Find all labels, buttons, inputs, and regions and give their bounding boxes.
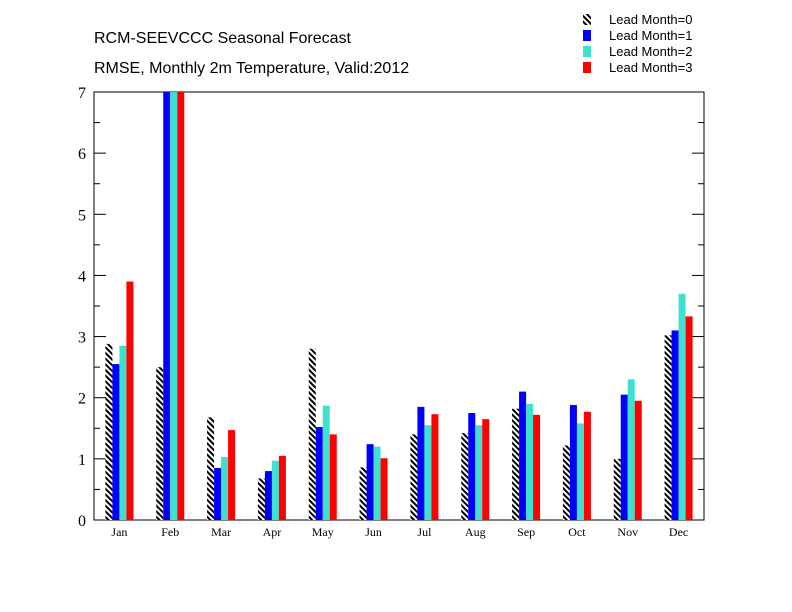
y-tick-label: 7 [78, 85, 86, 102]
x-tick-label: Apr [263, 525, 282, 539]
bar-jun-series-1 [366, 444, 374, 520]
bar-sep-series-3 [533, 414, 541, 520]
legend-label: Lead Month=1 [609, 28, 692, 43]
y-tick-label: 4 [78, 268, 86, 285]
bar-dec-series-0 [664, 335, 672, 520]
bar-aug-series-1 [468, 413, 476, 520]
bar-dec-series-3 [685, 316, 693, 520]
bar-jun-series-3 [380, 458, 388, 520]
y-tick-label: 1 [78, 452, 86, 469]
bar-oct-series-2 [576, 423, 584, 520]
bar-nov-series-0 [613, 458, 621, 520]
bar-aug-series-3 [482, 419, 490, 520]
bar-jan-series-1 [112, 364, 120, 520]
bar-sep-series-2 [526, 403, 534, 520]
legend-label: Lead Month=3 [609, 60, 692, 75]
legend-swatch [583, 30, 591, 41]
bars [105, 92, 693, 520]
chart-subtitle: RMSE, Monthly 2m Temperature, Valid:2012 [94, 60, 410, 77]
x-tick-label: Aug [465, 525, 486, 539]
bar-apr-series-0 [257, 478, 265, 520]
bar-jun-series-2 [373, 446, 381, 520]
y-tick-label: 6 [78, 146, 86, 163]
bar-oct-series-0 [562, 445, 570, 520]
bar-jan-series-2 [119, 345, 127, 520]
bar-may-series-0 [308, 348, 316, 520]
bar-mar-series-2 [221, 457, 229, 520]
x-tick-label: Jun [365, 525, 382, 539]
x-tick-label: Jan [111, 525, 127, 539]
bar-jul-series-1 [417, 406, 425, 520]
bar-mar-series-1 [214, 468, 222, 520]
x-tick-label: Nov [617, 525, 638, 539]
bar-nov-series-3 [634, 400, 642, 520]
bar-aug-series-0 [461, 433, 469, 520]
x-tick-label: Jul [417, 525, 432, 539]
bar-jan-series-3 [126, 281, 134, 520]
bar-dec-series-1 [671, 330, 679, 520]
x-tick-label: Dec [669, 525, 688, 539]
bar-nov-series-1 [620, 394, 628, 520]
y-tick-label: 3 [78, 330, 86, 347]
bar-jul-series-0 [410, 434, 418, 520]
bar-may-series-1 [315, 427, 323, 520]
x-tick-label: Feb [161, 525, 179, 539]
bar-jan-series-0 [105, 343, 113, 520]
bar-dec-series-2 [678, 293, 686, 520]
chart-title: RCM-SEEVCCC Seasonal Forecast [94, 30, 351, 47]
bar-apr-series-3 [278, 455, 286, 520]
legend-swatch [583, 14, 591, 25]
y-axis: 0 1 2 3 4 5 6 7 [78, 85, 704, 530]
bar-mar-series-3 [228, 430, 236, 520]
bar-oct-series-1 [569, 405, 577, 520]
legend-swatch [583, 62, 591, 73]
y-tick-label: 5 [78, 207, 86, 224]
plot-frame [93, 91, 705, 521]
bar-feb-series-1 [163, 92, 171, 520]
bar-oct-series-3 [583, 411, 591, 520]
bar-apr-series-1 [264, 471, 272, 520]
legend-swatch [583, 46, 591, 57]
y-tick-label: 0 [78, 513, 86, 530]
bar-apr-series-2 [271, 460, 279, 520]
x-tick-label: Mar [211, 525, 231, 539]
x-tick-label: May [312, 525, 334, 539]
x-tick-label: Sep [517, 525, 535, 539]
bar-jul-series-2 [424, 425, 432, 520]
legend-label: Lead Month=0 [609, 12, 692, 27]
bar-may-series-3 [329, 434, 337, 520]
bar-may-series-2 [322, 405, 330, 520]
bar-aug-series-2 [475, 425, 483, 520]
bar-feb-series-0 [156, 367, 164, 520]
bar-jun-series-0 [359, 467, 367, 520]
y-tick-label: 2 [78, 391, 86, 408]
bar-sep-series-0 [512, 408, 520, 520]
legend-label: Lead Month=2 [609, 44, 692, 59]
x-tick-label: Oct [568, 525, 586, 539]
bar-sep-series-1 [519, 391, 527, 520]
bar-feb-series-2 [170, 92, 178, 520]
bar-feb-series-3 [177, 92, 185, 520]
x-axis: Jan Feb Mar Apr May Jun Jul Aug Sep Oct Nov Dec [111, 525, 688, 539]
bar-nov-series-2 [627, 379, 635, 520]
bar-jul-series-3 [431, 414, 439, 520]
bar-mar-series-0 [207, 417, 215, 520]
